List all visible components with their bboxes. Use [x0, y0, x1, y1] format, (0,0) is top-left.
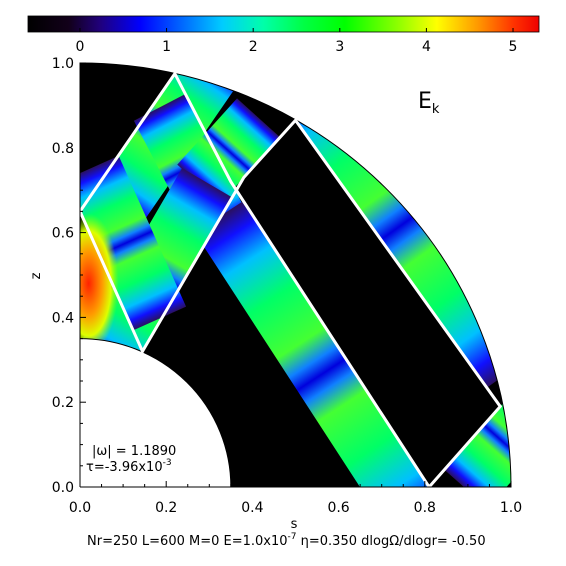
- energy-band: [194, 201, 449, 487]
- tau-annotation-exp: -3: [163, 458, 172, 468]
- attractor-path: [78, 70, 503, 490]
- y-tick-label: 0.4: [52, 310, 74, 326]
- footer-parameters: Nr=250 L=600 M=0 E=1.0x10-7 η=0.350 dlog…: [87, 532, 486, 549]
- x-tick-label: 0.4: [241, 500, 263, 516]
- y-tick-label: 0.0: [52, 480, 74, 496]
- y-axis-label: z: [29, 272, 44, 279]
- energy-label-sub: k: [432, 102, 440, 117]
- x-tick-label: 0.6: [327, 500, 349, 516]
- tau-annotation: τ=-3.96x10-3: [86, 458, 172, 475]
- colorbar-tick-label: 2: [249, 39, 258, 55]
- omega-annotation: |ω| = 1.1890: [92, 444, 176, 459]
- colorbar-gradient: [27, 15, 540, 33]
- energy-label-main: E: [418, 89, 432, 114]
- y-ticks: 0.0 0.2 0.4 0.6 0.8 1.0: [52, 56, 86, 496]
- footer-exp: -7: [288, 532, 297, 542]
- high-energy-region: [80, 213, 119, 354]
- y-tick-label: 0.6: [52, 226, 74, 242]
- energy-band-fill: [444, 380, 511, 487]
- x-tick-label: 0.0: [69, 500, 91, 516]
- colorbar-tick-label: 4: [422, 39, 431, 55]
- y-tick-label: 0.8: [52, 141, 74, 157]
- energy-band-fill: [177, 98, 281, 204]
- energy-band: [444, 380, 511, 487]
- footer-prefix: Nr=250 L=600 M=0 E=1.0x10: [87, 534, 288, 549]
- y-tick-label: 1.0: [52, 56, 74, 72]
- colorbar-tick-label: 0: [76, 39, 85, 55]
- energy-band: [80, 155, 187, 331]
- x-axis-label: s: [291, 517, 298, 532]
- shell-outline: [79, 62, 512, 488]
- footer-suffix: η=0.350 dlogΩ/dlogr= -0.50: [297, 534, 486, 549]
- energy-band-fill: [194, 201, 449, 487]
- axes: 0.0 0.2 0.4 0.6 0.8 1.0 0.0 0.2 0.4 0.6 0.8 1.0: [52, 56, 522, 516]
- x-ticks: 0.0 0.2 0.4 0.6 0.8 1.0: [69, 481, 522, 516]
- energy-band-fill: [80, 155, 187, 331]
- colorbar-ticks: 0 1 2 3 4 5: [76, 28, 518, 55]
- colorbar-tick-label: 3: [335, 39, 344, 55]
- colorbar-tick-label: 5: [509, 39, 518, 55]
- x-tick-label: 0.8: [414, 500, 436, 516]
- x-tick-label: 0.2: [155, 500, 177, 516]
- energy-label: Ek: [418, 89, 440, 117]
- y-tick-label: 0.2: [52, 395, 74, 411]
- energy-band: [177, 98, 281, 204]
- x-tick-label: 1.0: [500, 500, 522, 516]
- tau-annotation-base: τ=-3.96x10: [86, 460, 163, 475]
- colorbar: 0 1 2 3 4 5: [27, 15, 540, 55]
- colorbar-tick-label: 1: [162, 39, 171, 55]
